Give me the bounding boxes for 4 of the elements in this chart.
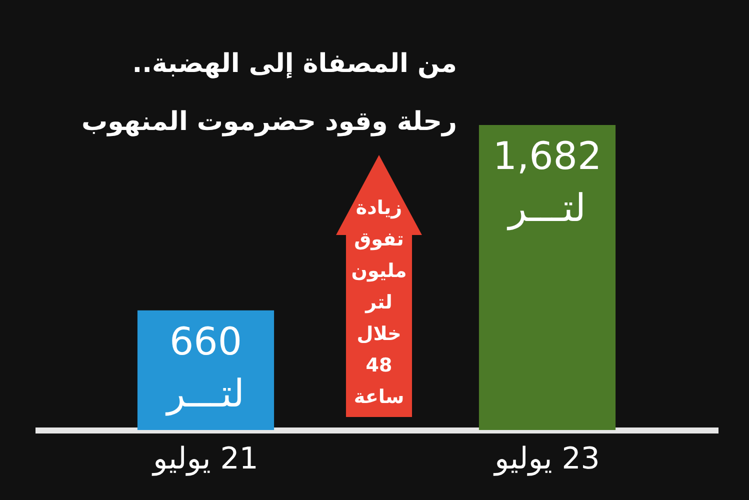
chart-title: من المصفاة إلى الهضبة.. [132,49,457,79]
x-tick-label: 21 يوليو [151,442,258,476]
x-tick-label: 23 يوليو [492,442,600,476]
chart-subtitle: رحلة وقود حضرموت المنهوب [82,107,457,137]
